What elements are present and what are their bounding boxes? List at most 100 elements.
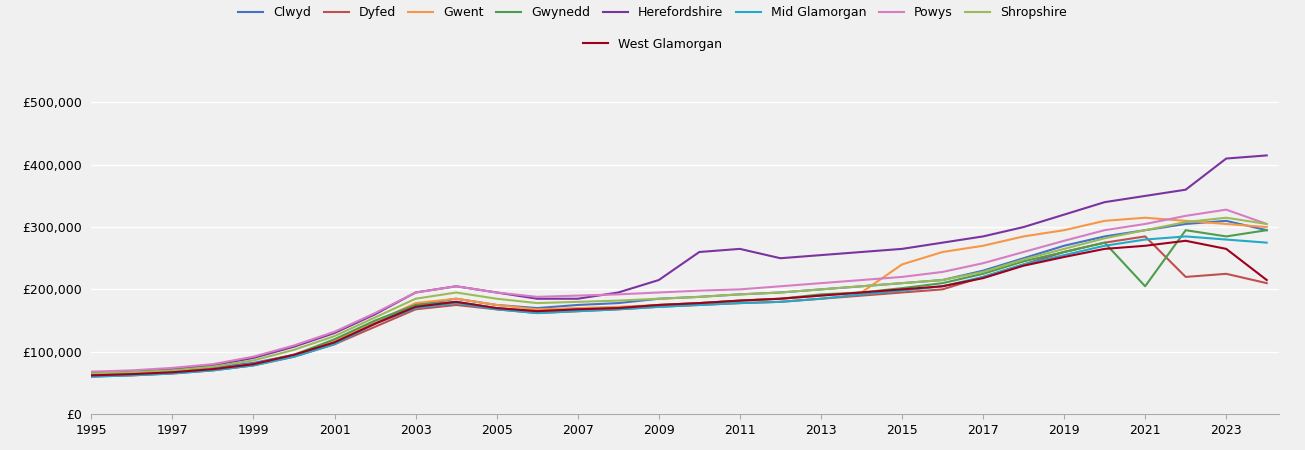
Gwent (407, 301, 423, 306)
Herefordshire (286, 344, 301, 349)
Gwent (894, 262, 910, 267)
Gwent (813, 293, 829, 298)
Mid Glamorgan (326, 342, 342, 347)
Gwent (611, 304, 626, 310)
Dyfed (286, 354, 301, 360)
Shropshire (894, 280, 910, 286)
Shropshire (84, 371, 99, 376)
Herefordshire (894, 246, 910, 252)
Powys (651, 290, 667, 295)
Mid Glamorgan (286, 354, 301, 360)
West Glamorgan (124, 371, 140, 377)
Gwynedd (1015, 259, 1031, 264)
Mid Glamorgan (245, 363, 261, 368)
Clwyd (286, 352, 301, 357)
Powys (773, 284, 788, 289)
Shropshire (732, 292, 748, 297)
Clwyd (84, 371, 99, 376)
Herefordshire (1015, 225, 1031, 230)
West Glamorgan (407, 304, 423, 310)
Mid Glamorgan (692, 302, 707, 308)
Clwyd (692, 294, 707, 300)
Powys (570, 293, 586, 298)
West Glamorgan (1015, 263, 1031, 268)
Shropshire (611, 298, 626, 303)
Clwyd (1178, 221, 1194, 227)
Gwynedd (611, 306, 626, 311)
Clwyd (164, 368, 180, 373)
Powys (449, 284, 465, 289)
West Glamorgan (530, 309, 545, 314)
Powys (84, 369, 99, 374)
Gwent (1219, 221, 1235, 227)
Dyfed (773, 299, 788, 305)
Dyfed (367, 324, 382, 329)
Gwynedd (732, 298, 748, 303)
Gwynedd (1178, 228, 1194, 233)
Herefordshire (1178, 187, 1194, 193)
Herefordshire (570, 296, 586, 302)
Dyfed (489, 306, 505, 312)
Powys (489, 290, 505, 295)
Clwyd (934, 277, 950, 283)
Shropshire (326, 333, 342, 339)
Gwynedd (1219, 234, 1235, 239)
Mid Glamorgan (1015, 262, 1031, 267)
West Glamorgan (570, 306, 586, 312)
Shropshire (205, 364, 221, 369)
West Glamorgan (449, 299, 465, 305)
Gwent (1259, 225, 1275, 230)
West Glamorgan (651, 302, 667, 308)
Mid Glamorgan (407, 306, 423, 311)
Line: Mid Glamorgan: Mid Glamorgan (91, 236, 1267, 377)
Gwent (326, 338, 342, 343)
Powys (894, 274, 910, 279)
Clwyd (975, 268, 990, 274)
Gwynedd (975, 271, 990, 276)
Gwent (651, 302, 667, 308)
Herefordshire (1259, 153, 1275, 158)
Shropshire (853, 284, 869, 289)
Herefordshire (934, 240, 950, 245)
Gwynedd (449, 299, 465, 305)
Dyfed (164, 371, 180, 376)
Herefordshire (692, 249, 707, 255)
Shropshire (692, 294, 707, 300)
Gwent (1015, 234, 1031, 239)
West Glamorgan (732, 298, 748, 303)
Gwynedd (205, 366, 221, 372)
Clwyd (732, 292, 748, 297)
Gwent (367, 319, 382, 324)
Dyfed (975, 274, 990, 279)
Powys (1015, 249, 1031, 255)
Clwyd (449, 296, 465, 302)
Gwynedd (489, 306, 505, 311)
Legend: Clwyd, Dyfed, Gwent, Gwynedd, Herefordshire, Mid Glamorgan, Powys, Shropshire: Clwyd, Dyfed, Gwent, Gwynedd, Herefordsh… (239, 6, 1066, 19)
Powys (732, 287, 748, 292)
Mid Glamorgan (449, 301, 465, 306)
West Glamorgan (1096, 246, 1112, 252)
Shropshire (367, 315, 382, 320)
Shropshire (1178, 220, 1194, 225)
Mid Glamorgan (530, 310, 545, 316)
Herefordshire (1056, 212, 1071, 217)
Herefordshire (1096, 199, 1112, 205)
West Glamorgan (611, 306, 626, 311)
Powys (1178, 213, 1194, 219)
Powys (164, 365, 180, 371)
Clwyd (853, 284, 869, 289)
Gwynedd (530, 309, 545, 314)
Dyfed (205, 368, 221, 373)
Line: Gwent: Gwent (91, 218, 1267, 375)
Clwyd (326, 340, 342, 345)
Clwyd (1138, 228, 1154, 233)
West Glamorgan (692, 301, 707, 306)
Gwynedd (84, 373, 99, 378)
Line: Gwynedd: Gwynedd (91, 230, 1267, 375)
Line: Powys: Powys (91, 210, 1267, 372)
Dyfed (934, 287, 950, 292)
West Glamorgan (1178, 238, 1194, 243)
Powys (1096, 228, 1112, 233)
Mid Glamorgan (853, 292, 869, 297)
Mid Glamorgan (732, 301, 748, 306)
